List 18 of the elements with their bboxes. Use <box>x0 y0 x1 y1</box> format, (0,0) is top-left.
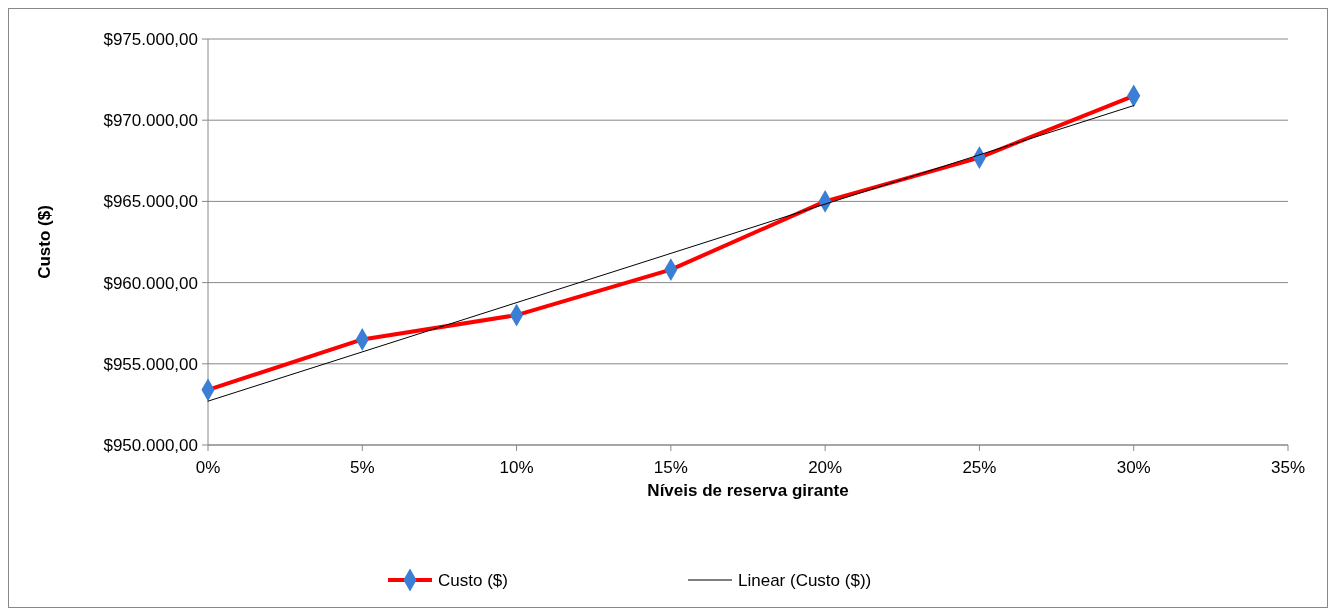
y-tick-label: $955.000,00 <box>103 354 198 374</box>
x-tick-label: 15% <box>653 458 688 477</box>
y-tick-label: $975.000,00 <box>103 30 198 49</box>
y-tick-label: $965.000,00 <box>103 192 198 212</box>
x-tick-label: 0% <box>195 458 221 477</box>
x-axis-title: Níveis de reserva girante <box>647 481 849 500</box>
y-tick-label: $970.000,00 <box>103 111 198 131</box>
legend-label: Custo ($) <box>438 571 508 590</box>
x-tick-label: 35% <box>1270 458 1306 477</box>
legend-label: Linear (Custo ($)) <box>738 571 872 590</box>
x-tick-label: 20% <box>808 458 843 477</box>
y-tick-label: $950.000,00 <box>103 436 198 455</box>
x-tick-label: 5% <box>350 458 375 477</box>
y-tick-label: $960.000,00 <box>103 273 198 293</box>
x-tick-label: 30% <box>1116 458 1151 477</box>
x-tick-label: 10% <box>499 458 534 477</box>
y-axis-title: Custo ($) <box>35 205 54 279</box>
x-tick-label: 25% <box>962 458 997 477</box>
